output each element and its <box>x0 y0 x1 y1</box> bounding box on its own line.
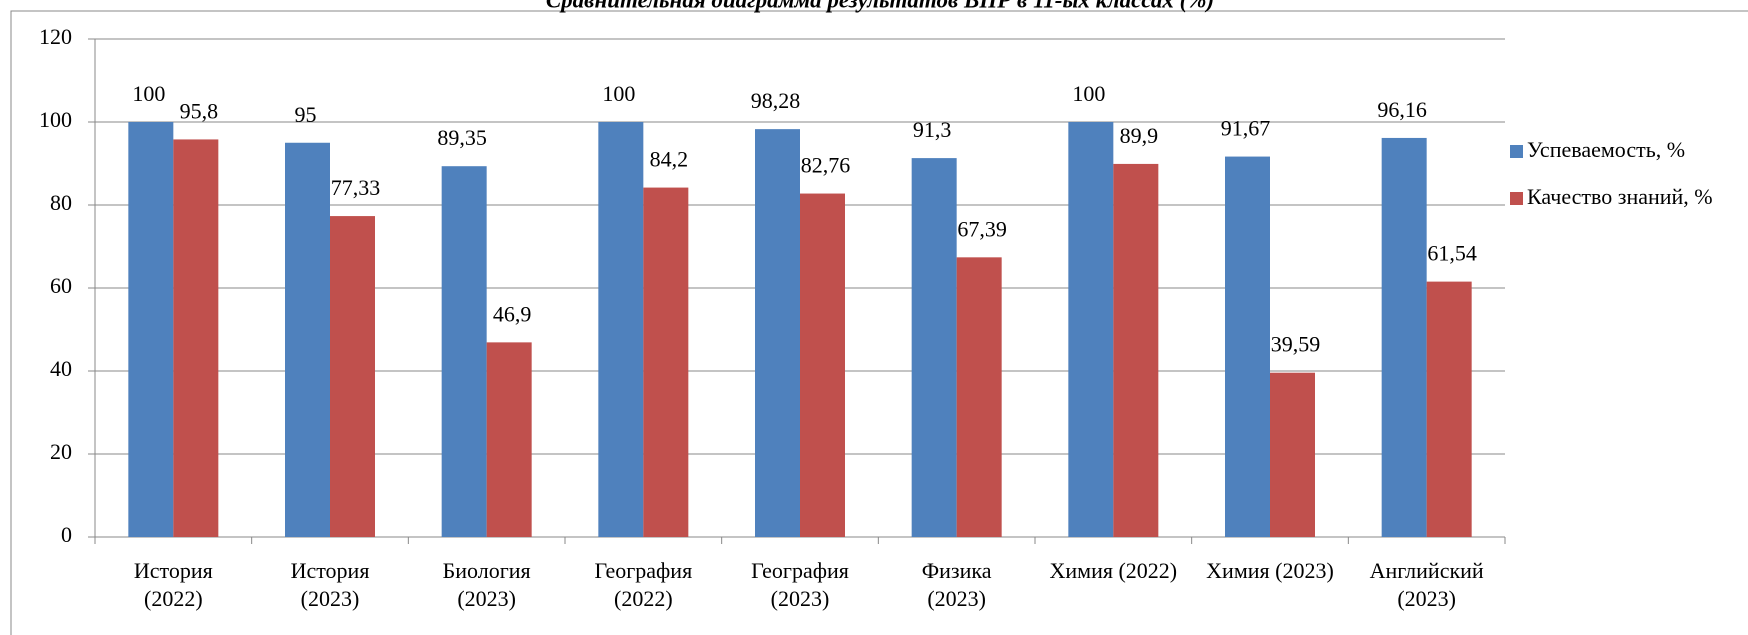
bar <box>486 342 532 537</box>
x-tick-label: Физика (2023) <box>921 558 992 611</box>
bar <box>1426 281 1472 537</box>
bar <box>911 158 957 538</box>
x-tick-label: Химия (2023) <box>1206 558 1334 583</box>
bar <box>643 187 689 537</box>
data-label: 95 <box>295 102 317 127</box>
data-label: 91,3 <box>913 117 952 142</box>
x-tick-label: Биология (2023) <box>442 558 531 611</box>
data-label: 96,16 <box>1377 97 1427 122</box>
data-label: 61,54 <box>1427 241 1477 266</box>
data-label: 89,35 <box>437 125 487 150</box>
bar <box>441 166 487 537</box>
y-tick-label: 20 <box>50 439 72 464</box>
data-label: 100 <box>132 81 165 106</box>
data-label: 100 <box>602 81 635 106</box>
data-label: 82,76 <box>801 153 851 178</box>
data-label: 77,33 <box>331 175 381 200</box>
y-tick-label: 120 <box>39 24 72 49</box>
bar <box>800 193 845 537</box>
bar <box>128 122 174 537</box>
bar <box>956 257 1002 537</box>
y-tick-label: 100 <box>39 107 72 132</box>
bar <box>285 142 330 537</box>
y-tick-label: 0 <box>61 522 72 547</box>
x-tick-label: История (2023) <box>290 558 370 611</box>
y-tick-label: 80 <box>50 190 72 215</box>
bar <box>1270 372 1315 537</box>
data-label: 100 <box>1072 81 1105 106</box>
x-tick-label: География (2022) <box>594 558 693 611</box>
legend-swatch <box>1510 192 1523 205</box>
chart-title: Сравнительная диаграмма результатов ВПР … <box>546 0 1214 12</box>
bar <box>173 139 219 537</box>
data-label: 39,59 <box>1271 332 1321 357</box>
data-label: 95,8 <box>180 98 219 123</box>
chart-border <box>10 10 1748 635</box>
bar <box>1113 163 1159 538</box>
data-label: 67,39 <box>957 216 1007 241</box>
legend-label: Успеваемость, % <box>1527 137 1685 162</box>
bar <box>330 216 375 537</box>
data-label: 91,67 <box>1221 116 1271 141</box>
x-tick-label: География (2023) <box>751 558 849 611</box>
bar <box>598 122 644 537</box>
data-label: 84,2 <box>650 147 689 172</box>
data-label: 89,9 <box>1120 123 1159 148</box>
x-tick-label: История (2022) <box>133 558 213 611</box>
bar <box>755 129 800 537</box>
y-tick-label: 40 <box>50 356 72 381</box>
data-label: 98,28 <box>751 88 801 113</box>
x-tick-label: Английский (2023) <box>1369 558 1484 611</box>
legend-label: Качество знаний, % <box>1527 184 1713 209</box>
bar <box>1225 156 1270 537</box>
x-tick-label: Химия (2022) <box>1049 558 1178 583</box>
legend-swatch <box>1510 145 1523 158</box>
y-tick-label: 60 <box>50 273 72 298</box>
bar <box>1381 137 1427 537</box>
bar <box>1068 122 1114 537</box>
data-label: 46,9 <box>493 301 532 326</box>
